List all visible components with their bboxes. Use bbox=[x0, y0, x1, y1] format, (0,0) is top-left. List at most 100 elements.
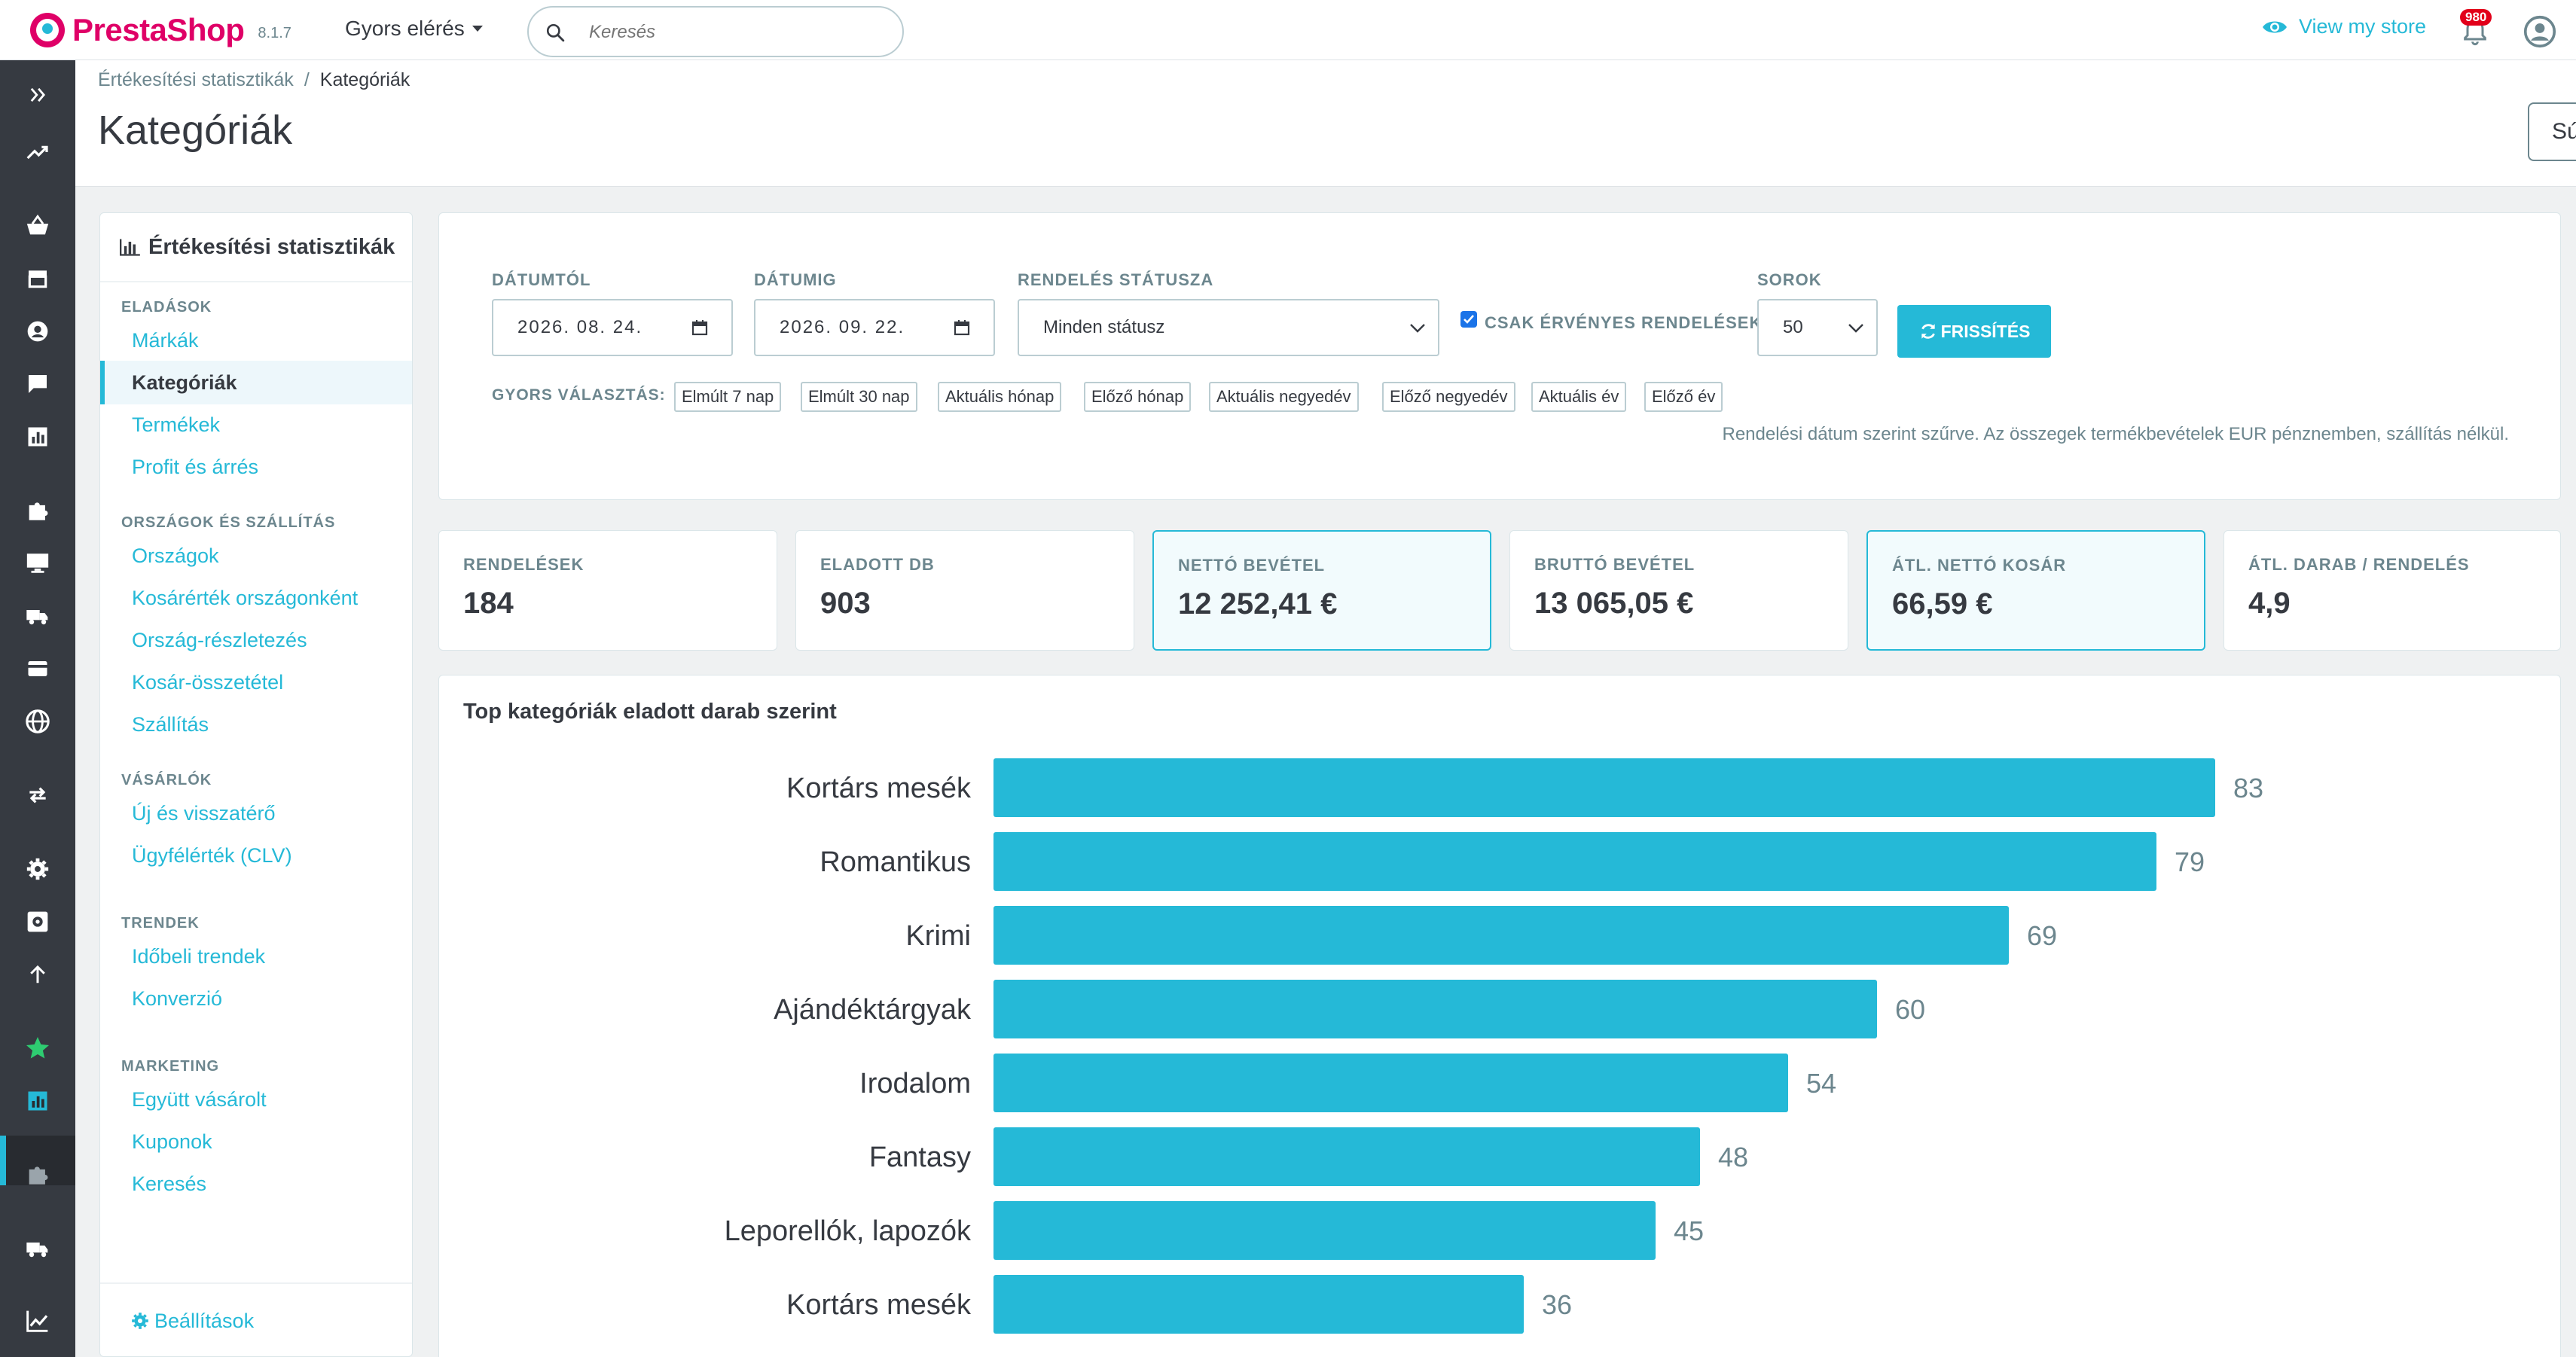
top-categories-chart-card: Top kategóriák eladott darab szerint Kor… bbox=[438, 675, 2561, 1357]
messages-icon[interactable] bbox=[20, 366, 56, 402]
date-to-label: DÁTUMIG bbox=[754, 270, 837, 289]
sidebar-item-bought-together[interactable]: Együtt vásárolt bbox=[132, 1087, 267, 1111]
sidebar-settings-link[interactable]: Beállítások bbox=[100, 1282, 412, 1357]
expand-menu-icon[interactable] bbox=[20, 77, 56, 113]
checkmark-icon bbox=[1463, 315, 1474, 324]
sidebar-item-shipping[interactable]: Szállítás bbox=[132, 712, 209, 736]
chevron-down-icon bbox=[1410, 324, 1425, 333]
prestashop-logo[interactable]: PrestaShop 8.1.7 bbox=[30, 11, 291, 50]
sidebar-item-time-trends[interactable]: Időbeli trendek bbox=[132, 944, 266, 968]
advanced-params-icon[interactable] bbox=[20, 904, 56, 940]
quick-pick-last-7-days[interactable]: Elmúlt 7 nap bbox=[674, 382, 782, 412]
rows-select[interactable]: 50 bbox=[1757, 299, 1878, 356]
sidebar-item-cart-value-by-country[interactable]: Kosárérték országonként bbox=[132, 586, 359, 609]
breadcrumb-parent-link[interactable]: Értékesítési statisztikák bbox=[98, 69, 294, 90]
help-button[interactable]: Súgó bbox=[2528, 102, 2576, 161]
sidebar-item-new-returning[interactable]: Új és visszatérő bbox=[132, 801, 276, 825]
sidebar-item-profit[interactable]: Profit és árrés bbox=[132, 455, 259, 478]
sidebar-item-search[interactable]: Keresés bbox=[132, 1172, 207, 1195]
orders-basket-icon[interactable] bbox=[20, 208, 56, 244]
sidebar-item-clv[interactable]: Ügyfélérték (CLV) bbox=[132, 843, 292, 867]
user-menu-button[interactable] bbox=[2523, 15, 2556, 48]
quick-pick-previous-month[interactable]: Előző hónap bbox=[1084, 382, 1192, 412]
breadcrumb: Értékesítési statisztikák / Kategóriák bbox=[98, 69, 410, 91]
quick-pick-last-30-days[interactable]: Elmúlt 30 nap bbox=[801, 382, 917, 412]
sidebar-item-categories[interactable]: Kategóriák bbox=[100, 361, 412, 404]
sync-arrows-icon[interactable] bbox=[20, 777, 56, 813]
design-monitor-icon[interactable] bbox=[20, 545, 56, 581]
settings-gear-icon bbox=[132, 1313, 148, 1329]
valid-orders-label[interactable]: CSAK ÉRVÉNYES RENDELÉSEK bbox=[1485, 313, 1763, 332]
chart-bar[interactable] bbox=[993, 832, 2156, 891]
date-to-input[interactable]: 2026. 09. 22. bbox=[754, 299, 995, 356]
caret-down-icon bbox=[472, 26, 483, 32]
dashboard-trend-icon[interactable] bbox=[20, 134, 56, 170]
sidebar-item-coupons[interactable]: Kuponok bbox=[132, 1130, 212, 1153]
chart-bar[interactable] bbox=[993, 1054, 1788, 1112]
chart-bar[interactable] bbox=[993, 1275, 1524, 1334]
payment-card-icon[interactable] bbox=[20, 651, 56, 687]
sidebar-section-trends: TRENDEK bbox=[121, 915, 200, 932]
bar-chart-icon bbox=[120, 239, 140, 256]
sidebar-item-products[interactable]: Termékek bbox=[132, 413, 221, 436]
sidebar-item-cart-composition[interactable]: Kosár-összetétel bbox=[132, 670, 284, 694]
customers-icon[interactable] bbox=[20, 313, 56, 349]
kpi-avg-units-per-order: ÁTL. DARAB / RENDELÉS 4,9 bbox=[2223, 530, 2561, 651]
refresh-icon bbox=[1921, 324, 1935, 339]
modules-puzzle-icon[interactable] bbox=[20, 492, 56, 529]
sidebar-section-sales: ELADÁSOK bbox=[121, 299, 212, 316]
chart-bar[interactable] bbox=[993, 980, 1877, 1038]
quick-access-dropdown[interactable]: Gyors elérés bbox=[345, 17, 483, 41]
upgrade-arrow-icon[interactable] bbox=[20, 956, 56, 993]
eye-icon bbox=[2263, 21, 2287, 32]
rows-value: 50 bbox=[1783, 317, 1803, 337]
date-from-input[interactable]: 2026. 08. 24. bbox=[492, 299, 733, 356]
search-box[interactable] bbox=[527, 6, 904, 57]
date-to-value: 2026. 09. 22. bbox=[780, 317, 905, 337]
analytics-trend-icon[interactable] bbox=[20, 1303, 56, 1339]
valid-orders-checkbox[interactable] bbox=[1460, 311, 1477, 328]
kpi-avg-net-cart: ÁTL. NETTÓ KOSÁR 66,59 € bbox=[1866, 530, 2205, 651]
international-globe-icon[interactable] bbox=[20, 703, 56, 739]
calendar-icon bbox=[691, 320, 708, 336]
quick-pick-current-quarter[interactable]: Aktuális negyedév bbox=[1209, 382, 1359, 412]
sidebar-item-countries[interactable]: Országok bbox=[132, 544, 219, 567]
kpi-label: ÁTL. DARAB / RENDELÉS bbox=[2248, 555, 2470, 574]
stats-icon[interactable] bbox=[20, 419, 56, 455]
chart-bar[interactable] bbox=[993, 758, 2215, 817]
chart-bar[interactable] bbox=[993, 1201, 1656, 1260]
chart-title: Top kategóriák eladott darab szerint bbox=[463, 700, 837, 724]
sidebar-header: Értékesítési statisztikák bbox=[100, 213, 412, 282]
order-status-label: RENDELÉS STÁTUSZA bbox=[1018, 270, 1214, 289]
shipping-truck-icon[interactable] bbox=[20, 598, 56, 634]
chart-category-label: Kortárs mesék bbox=[786, 1289, 972, 1321]
quick-pick-previous-quarter[interactable]: Előző negyedév bbox=[1382, 382, 1515, 412]
page-header: Értékesítési statisztikák / Kategóriák Kat… bbox=[75, 60, 2576, 187]
sidebar-item-conversion[interactable]: Konverzió bbox=[132, 986, 223, 1010]
kpi-value: 13 065,05 € bbox=[1534, 587, 1694, 620]
search-input[interactable] bbox=[589, 18, 890, 47]
quick-pick-current-month[interactable]: Aktuális hónap bbox=[938, 382, 1062, 412]
quick-pick-current-year[interactable]: Aktuális év bbox=[1531, 382, 1627, 412]
delivery-truck-icon[interactable] bbox=[20, 1230, 56, 1267]
chart-bar[interactable] bbox=[993, 1127, 1700, 1186]
notifications-button[interactable]: 980 bbox=[2460, 9, 2492, 47]
favorites-star-icon[interactable] bbox=[20, 1030, 56, 1066]
module-puzzle-icon[interactable] bbox=[20, 1157, 56, 1193]
date-from-label: DÁTUMTÓL bbox=[492, 270, 591, 289]
settings-gear-icon[interactable] bbox=[20, 851, 56, 887]
quick-pick-previous-year[interactable]: Előző év bbox=[1644, 382, 1723, 412]
kpi-units-sold: ELADOTT DB 903 bbox=[795, 530, 1134, 651]
sales-stats-icon[interactable] bbox=[20, 1083, 56, 1119]
date-from-value: 2026. 08. 24. bbox=[517, 317, 643, 337]
filter-note: Rendelési dátum szerint szűrve. Az össze… bbox=[1722, 424, 2509, 444]
order-status-select[interactable]: Minden státusz bbox=[1018, 299, 1439, 356]
catalog-store-icon[interactable] bbox=[20, 261, 56, 297]
view-store-label: View my store bbox=[2299, 15, 2427, 38]
sidebar-item-brands[interactable]: Márkák bbox=[132, 328, 199, 352]
kpi-label: ELADOTT DB bbox=[820, 555, 935, 574]
refresh-button[interactable]: FRISSÍTÉS bbox=[1897, 305, 2051, 358]
view-store-link[interactable]: View my store bbox=[2261, 15, 2426, 38]
sidebar-item-country-details[interactable]: Ország-részletezés bbox=[132, 628, 307, 651]
chart-bar[interactable] bbox=[993, 906, 2009, 965]
